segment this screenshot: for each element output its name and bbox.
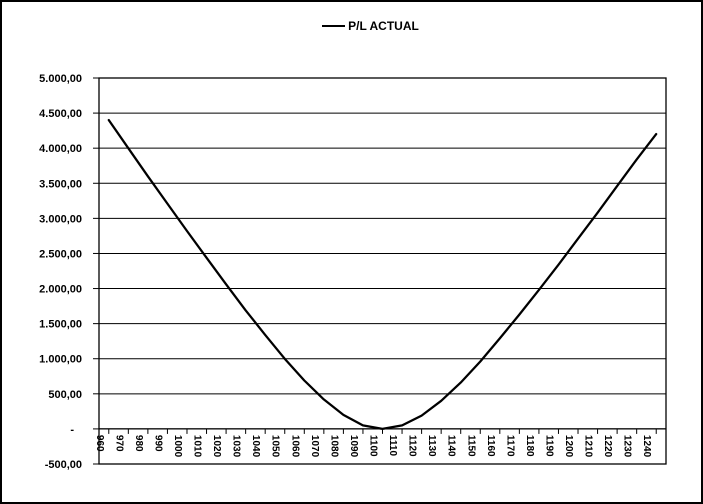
svg-text:1050: 1050 [270,435,281,458]
svg-text:1190: 1190 [543,435,554,457]
legend: P/L ACTUAL [2,19,701,33]
svg-text:3.500,00: 3.500,00 [39,178,82,190]
legend-line-marker [322,25,346,27]
svg-text:1020: 1020 [211,435,222,458]
svg-text:3.000,00: 3.000,00 [39,213,82,225]
plot-area-border [98,77,667,465]
svg-text:1070: 1070 [309,435,320,458]
svg-text:980: 980 [133,435,144,452]
svg-text:-500,00: -500,00 [45,459,82,471]
svg-text:500,00: 500,00 [48,389,82,401]
series-line [107,118,658,431]
svg-text:1010: 1010 [192,435,203,458]
svg-text:5.000,00: 5.000,00 [39,73,82,85]
svg-text:1150: 1150 [465,435,476,457]
svg-text:970: 970 [113,435,124,452]
svg-text:960: 960 [94,435,105,452]
svg-text:1080: 1080 [328,435,339,458]
svg-text:2.500,00: 2.500,00 [39,248,82,260]
svg-text:4.500,00: 4.500,00 [39,108,82,120]
svg-text:1000: 1000 [172,435,183,458]
svg-text:1040: 1040 [250,435,261,458]
svg-text:1100: 1100 [368,435,379,457]
svg-text:1140: 1140 [446,435,457,457]
x-axis-labels: 960 970 980 990 1000 1010 1020 1030 1040 1050 1060… [94,435,652,458]
svg-text:1.000,00: 1.000,00 [39,354,82,366]
svg-text:4.000,00: 4.000,00 [39,143,82,155]
svg-text:-: - [70,424,74,436]
gridlines [99,112,666,430]
svg-text:1220: 1220 [602,435,613,458]
svg-text:1130: 1130 [426,435,437,457]
svg-text:1240: 1240 [641,435,652,458]
svg-text:1.500,00: 1.500,00 [39,319,82,331]
svg-text:2.000,00: 2.000,00 [39,284,82,296]
svg-text:1090: 1090 [348,435,359,458]
svg-text:1170: 1170 [504,435,515,457]
svg-text:1210: 1210 [583,435,594,458]
svg-text:1160: 1160 [485,435,496,457]
svg-text:1110: 1110 [387,435,398,457]
svg-text:1230: 1230 [622,435,633,458]
svg-text:1060: 1060 [289,435,300,458]
svg-text:1180: 1180 [524,435,535,457]
legend-label: P/L ACTUAL [348,19,419,33]
svg-text:990: 990 [152,435,163,452]
svg-text:1030: 1030 [231,435,242,458]
svg-text:1120: 1120 [407,435,418,457]
svg-text:1200: 1200 [563,435,574,458]
y-axis: 5.000,00 4.500,00 4.000,00 3.500,00 3.000,00… [39,73,99,471]
